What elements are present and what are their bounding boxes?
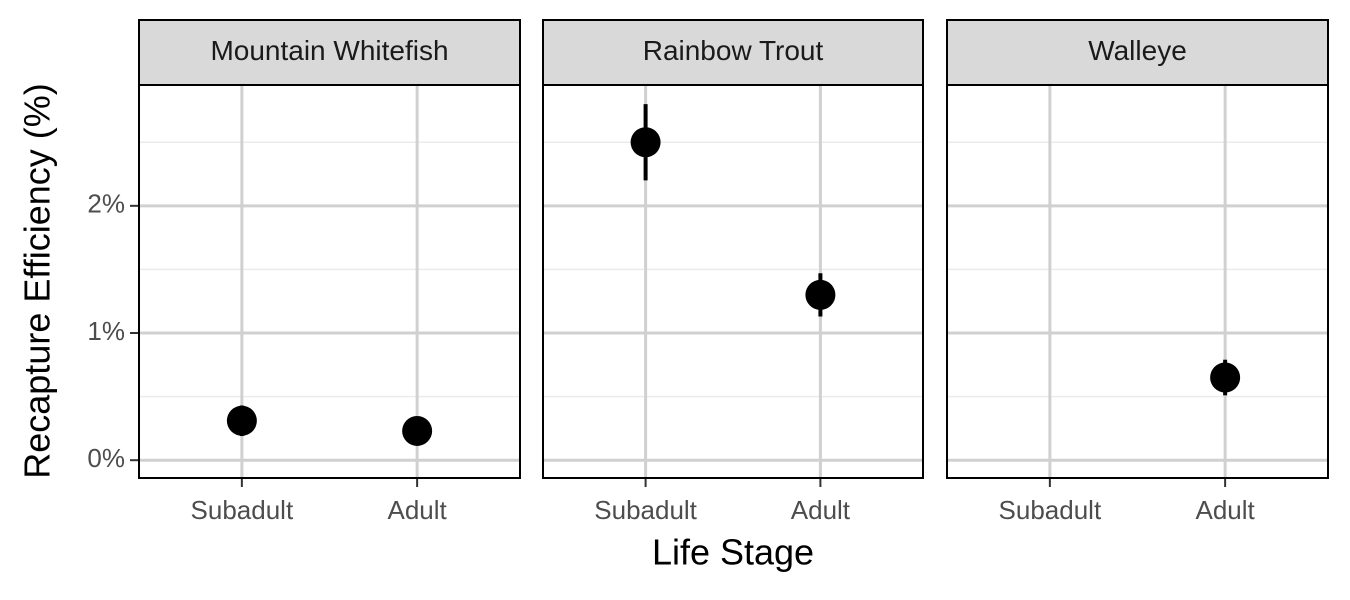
panel-background xyxy=(947,85,1328,478)
facet-strip xyxy=(946,19,1329,86)
point xyxy=(805,279,836,310)
panel-background xyxy=(543,85,923,478)
x-tick-label: Adult xyxy=(387,495,447,525)
y-tick-label: 1% xyxy=(87,316,125,346)
y-axis-label: Recapture Efficiency (%) xyxy=(17,83,58,479)
x-tick-label: Subadult xyxy=(999,495,1102,525)
y-tick-label: 2% xyxy=(87,189,125,219)
point xyxy=(630,127,661,158)
panel-background xyxy=(139,85,520,478)
x-axis-label: Life Stage xyxy=(652,532,814,573)
point xyxy=(1210,362,1241,393)
facet-strip xyxy=(542,19,924,86)
x-tick-label: Subadult xyxy=(191,495,294,525)
x-tick-label: Subadult xyxy=(594,495,697,525)
x-tick-label: Adult xyxy=(1195,495,1255,525)
facet-title: Mountain Whitefish xyxy=(210,35,448,66)
facet-title: Walleye xyxy=(1088,35,1187,66)
facet-title: Rainbow Trout xyxy=(643,35,824,66)
x-tick-label: Adult xyxy=(791,495,851,525)
point xyxy=(402,415,433,446)
y-tick-label: 0% xyxy=(87,443,125,473)
facet-strip xyxy=(138,19,521,86)
point xyxy=(226,405,257,436)
